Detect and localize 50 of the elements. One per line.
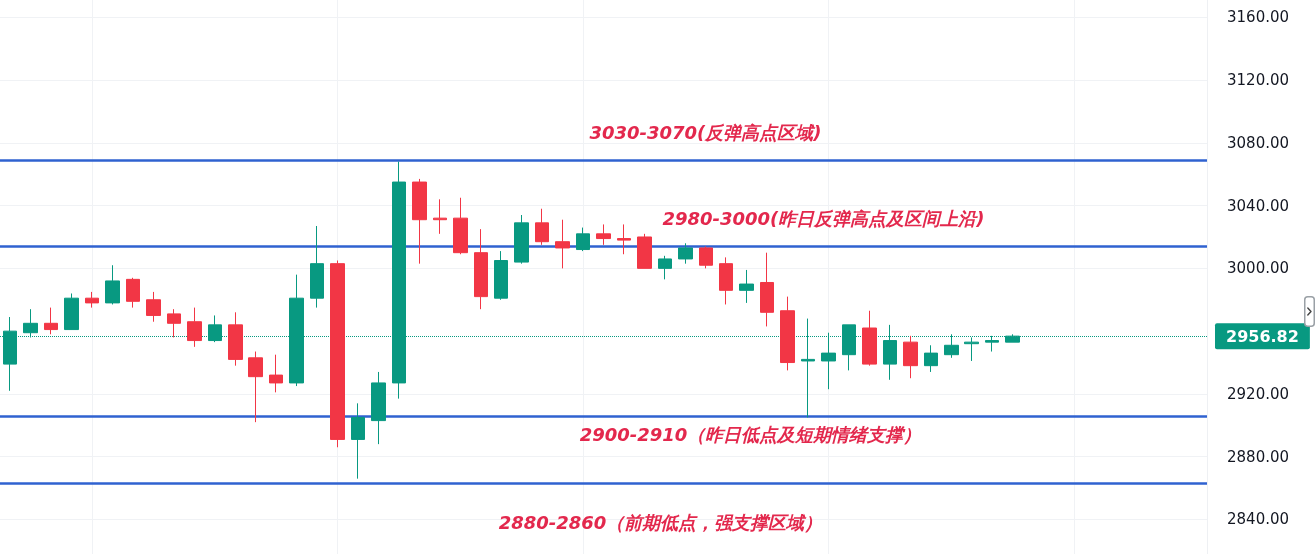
candlestick <box>310 225 324 309</box>
y-tick-label: 2920.00 <box>1227 384 1290 403</box>
ref-line-label: 3030-3070(反弹高点区域) <box>589 121 822 143</box>
candlestick <box>64 292 79 331</box>
candlestick <box>228 311 243 367</box>
candlestick <box>719 256 733 305</box>
candlestick <box>964 336 979 362</box>
candlestick <box>187 307 202 348</box>
candlestick <box>760 252 774 327</box>
y-tick-label: 3120.00 <box>1227 71 1290 90</box>
candlestick <box>903 335 918 379</box>
candlestick <box>474 228 488 310</box>
candlestick <box>699 245 713 269</box>
y-tick-label: 3000.00 <box>1227 259 1290 278</box>
ref-line-label: 2880-2860（前期低点，强支撑区域） <box>498 511 823 533</box>
candlestick <box>514 214 529 265</box>
candlestick <box>780 296 795 371</box>
candlestick <box>494 250 508 301</box>
candlestick <box>371 371 386 445</box>
candlestick <box>535 208 549 246</box>
candlestick <box>596 223 611 246</box>
candlestick <box>126 277 140 309</box>
candlestick <box>105 264 120 305</box>
candlestick <box>85 291 99 309</box>
candlestick <box>453 197 468 255</box>
candlestick <box>269 354 283 393</box>
ref-line-label: 2956.82 <box>1226 326 1299 346</box>
y-tick-label: 3080.00 <box>1227 133 1290 152</box>
candlestick <box>617 223 631 255</box>
y-tick-label: 3160.00 <box>1227 8 1290 27</box>
candlestick <box>412 178 427 265</box>
y-tick-label: 2880.00 <box>1227 447 1290 466</box>
candlestick <box>637 233 652 269</box>
y-tick-label: 3040.00 <box>1227 196 1290 215</box>
candlestick <box>739 269 754 304</box>
candlestick <box>555 219 570 269</box>
candlestick <box>678 242 693 265</box>
ref-line-label: 2900-2910（昨日低点及短期情绪支撑） <box>579 424 922 446</box>
candlestick <box>576 227 590 252</box>
candlestick <box>167 308 181 338</box>
candlestick <box>658 255 672 280</box>
candlestick <box>433 198 447 235</box>
candlestick <box>146 291 161 323</box>
candlestick <box>924 344 938 373</box>
candlestick <box>248 351 263 423</box>
y-tick-label: 2840.00 <box>1227 510 1290 529</box>
candlestick <box>44 307 58 335</box>
candlestick <box>351 402 365 480</box>
candlestick <box>862 310 877 367</box>
ref-line-label: 2980-3000(昨日反弹高点及区间上沿) <box>662 207 985 229</box>
